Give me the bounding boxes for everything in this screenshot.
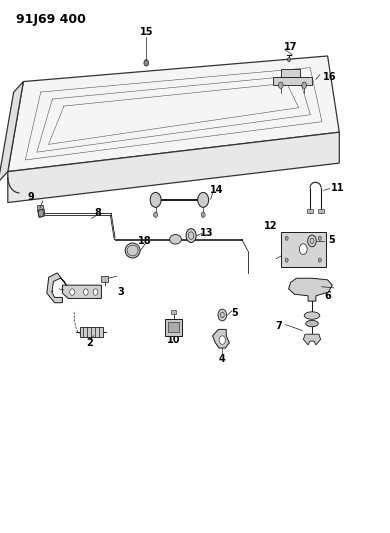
Text: 16: 16 [323, 72, 336, 82]
Bar [318, 209, 324, 213]
Circle shape [287, 58, 291, 62]
Text: 14: 14 [210, 185, 223, 195]
Text: 18: 18 [138, 236, 151, 246]
Ellipse shape [306, 320, 318, 327]
Circle shape [186, 229, 196, 243]
Polygon shape [38, 209, 45, 217]
Circle shape [38, 209, 44, 217]
Circle shape [318, 258, 321, 262]
Circle shape [302, 82, 307, 88]
Circle shape [93, 289, 98, 295]
Bar [165, 319, 182, 336]
Circle shape [308, 235, 316, 247]
Circle shape [285, 236, 288, 240]
Circle shape [83, 289, 88, 295]
Text: 5: 5 [231, 308, 238, 318]
Text: 5: 5 [328, 235, 335, 245]
Circle shape [198, 192, 209, 207]
Ellipse shape [170, 235, 181, 244]
Text: 17: 17 [284, 43, 297, 52]
Text: 9: 9 [27, 192, 34, 202]
Text: 10: 10 [167, 335, 180, 345]
Circle shape [201, 212, 205, 217]
Polygon shape [62, 285, 101, 298]
Polygon shape [47, 273, 66, 303]
Bar [307, 209, 313, 213]
Circle shape [218, 309, 227, 321]
Text: 13: 13 [200, 229, 213, 238]
Circle shape [318, 236, 321, 240]
Circle shape [70, 289, 74, 295]
Text: 2: 2 [86, 338, 93, 348]
Circle shape [300, 244, 307, 255]
Circle shape [144, 60, 149, 66]
Bar [171, 310, 176, 314]
Bar [101, 276, 108, 282]
Polygon shape [273, 77, 312, 85]
Bar [168, 322, 179, 332]
Text: 6: 6 [324, 292, 331, 301]
Polygon shape [0, 82, 23, 182]
Polygon shape [8, 132, 339, 203]
Ellipse shape [304, 312, 320, 319]
Polygon shape [281, 69, 300, 77]
Circle shape [219, 336, 225, 344]
Polygon shape [213, 329, 229, 348]
Text: 12: 12 [264, 221, 278, 231]
Text: 11: 11 [331, 183, 344, 192]
Text: 91J69 400: 91J69 400 [16, 13, 85, 26]
Polygon shape [8, 56, 339, 172]
Bar [281, 232, 326, 266]
Polygon shape [303, 334, 321, 345]
Text: 1: 1 [46, 284, 53, 294]
Text: 3: 3 [117, 287, 124, 297]
Polygon shape [289, 278, 332, 301]
Circle shape [150, 192, 161, 207]
Bar [80, 327, 103, 337]
Text: 4: 4 [219, 354, 226, 364]
Ellipse shape [125, 243, 140, 258]
Circle shape [285, 258, 288, 262]
Circle shape [278, 82, 283, 88]
Text: 15: 15 [140, 27, 153, 37]
Text: 7: 7 [275, 321, 282, 331]
Bar [37, 205, 43, 211]
Text: 8: 8 [94, 208, 101, 218]
Circle shape [154, 212, 158, 217]
